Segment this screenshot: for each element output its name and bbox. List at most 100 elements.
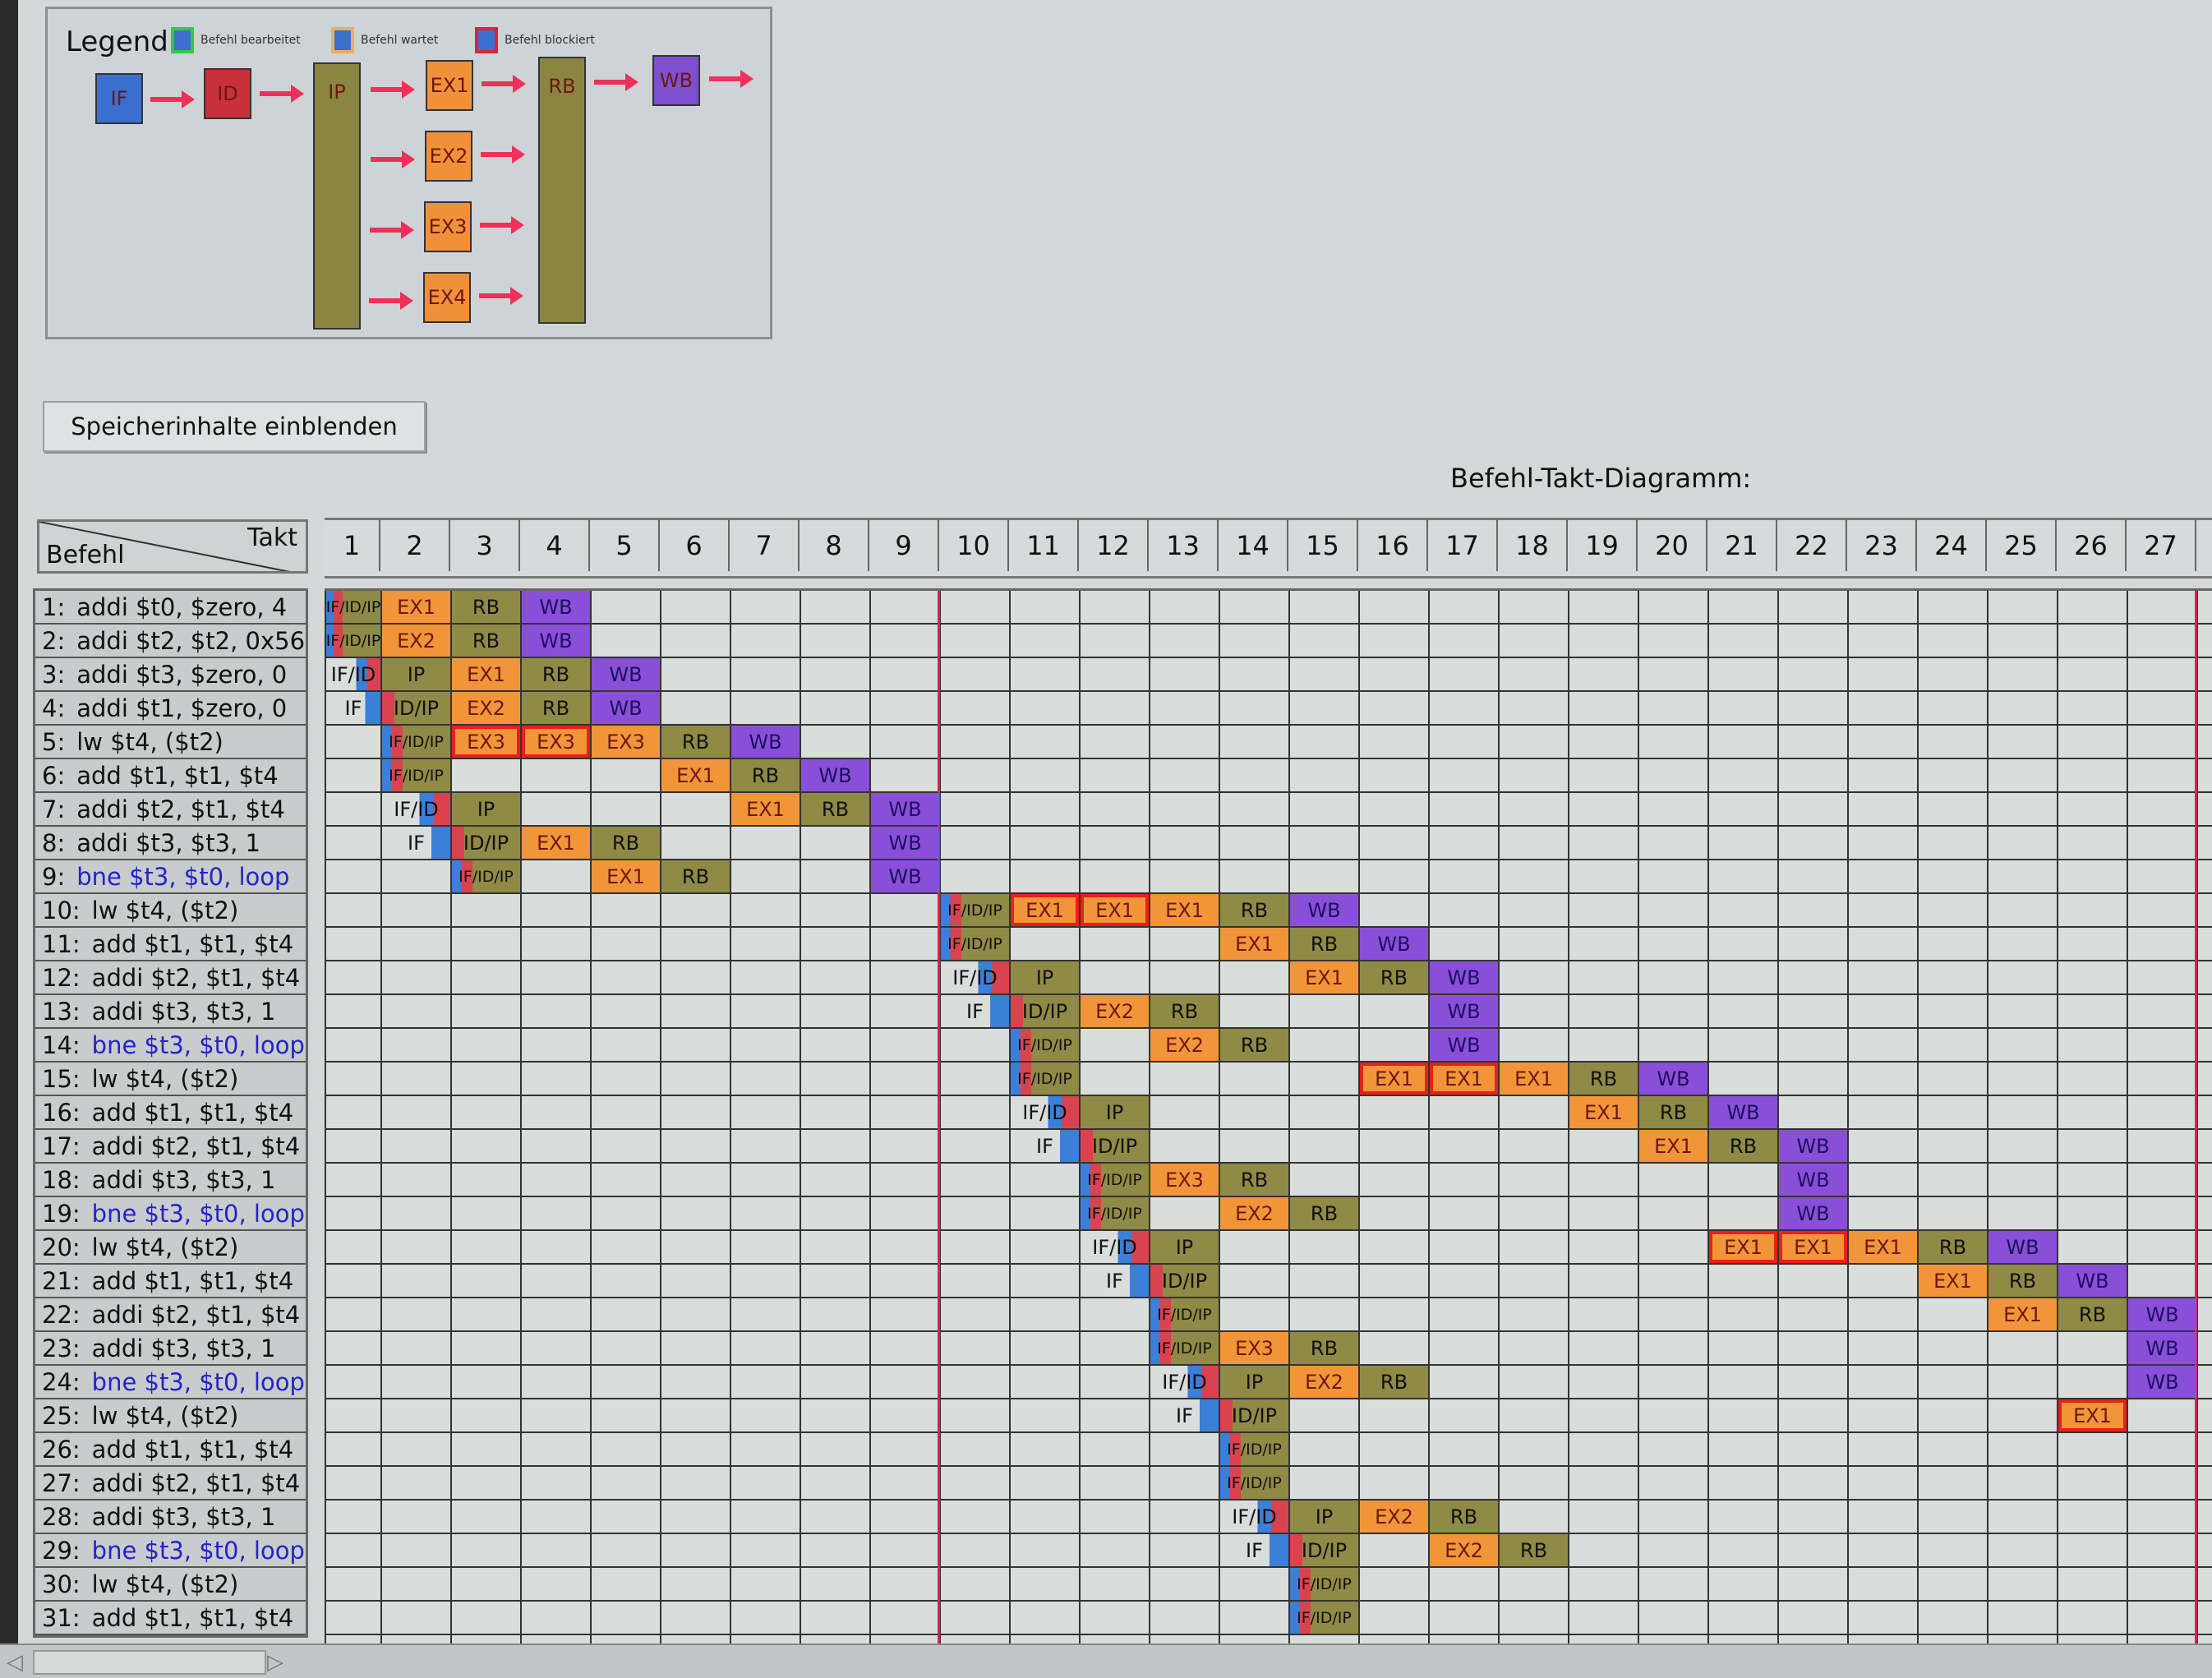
- instruction-text: addi $t2, $t2, 0x56: [76, 626, 306, 655]
- instruction-number: 25:: [42, 1401, 81, 1430]
- instruction-text: add $t1, $t1, $t4: [91, 1098, 294, 1127]
- stage-cell-if-id-ip: IF/ID/IP: [1220, 1467, 1288, 1499]
- stage-cell-id-ip: ID/IP: [452, 827, 520, 859]
- stage-cell-rb: RB: [1569, 1063, 1638, 1095]
- legend-stage-ex3: EX3: [424, 201, 472, 252]
- stage-cell-ex2: EX2: [1430, 1534, 1498, 1566]
- stage-cell-id-ip: ID/IP: [1011, 995, 1079, 1027]
- instruction-row[interactable]: 18: addi $t3, $t3, 1: [35, 1164, 306, 1197]
- instruction-row[interactable]: 8: addi $t3, $t3, 1: [35, 827, 306, 860]
- branch-instruction-text: bne $t3, $t0, loop: [91, 1030, 305, 1059]
- instruction-row[interactable]: 25: lw $t4, ($t2): [35, 1399, 306, 1433]
- grid-column-line: [1847, 591, 1849, 1651]
- instruction-row[interactable]: 29: bne $t3, $t0, loop: [35, 1534, 306, 1568]
- takt-header-20: 20: [1638, 520, 1707, 571]
- stage-cell-ex1: EX1: [452, 658, 520, 690]
- legend-stage-rb: RB: [538, 57, 586, 324]
- grid-row-line: [325, 1533, 2212, 1534]
- stage-cell-if-id-ip: IF/ID/IP: [452, 860, 520, 892]
- show-memory-button[interactable]: Speicherinhalte einblenden: [43, 401, 426, 452]
- instruction-row[interactable]: 12: addi $t2, $t1, $t4: [35, 961, 306, 995]
- arrow-icon: [371, 81, 415, 99]
- takt-header-25: 25: [1987, 520, 2057, 571]
- instruction-row[interactable]: 9: bne $t3, $t0, loop: [35, 860, 306, 894]
- instruction-row[interactable]: 13: addi $t3, $t3, 1: [35, 995, 306, 1029]
- instruction-row[interactable]: 21: add $t1, $t1, $t4: [35, 1265, 306, 1298]
- stage-cell-wb: WB: [592, 658, 660, 690]
- grid-row-line: [325, 1229, 2212, 1231]
- stage-cell-if-id-ip: IF/ID/IP: [1081, 1197, 1149, 1229]
- stage-cell-rb: RB: [1290, 1332, 1358, 1364]
- instruction-row[interactable]: 14: bne $t3, $t0, loop: [35, 1029, 306, 1063]
- stage-cell-rb: RB: [452, 591, 520, 623]
- instruction-row[interactable]: 16: add $t1, $t1, $t4: [35, 1096, 306, 1130]
- stage-cell-rb: RB: [592, 827, 660, 859]
- stage-cell-rb: RB: [1500, 1534, 1568, 1566]
- instruction-row[interactable]: 30: lw $t4, ($t2): [35, 1568, 306, 1602]
- stage-cell-ip: IP: [1011, 961, 1079, 993]
- stage-cell-rb: RB: [661, 726, 730, 758]
- instruction-row[interactable]: 2: addi $t2, $t2, 0x56: [35, 625, 306, 658]
- grid-column-line: [730, 591, 731, 1651]
- grid-row-line: [325, 1465, 2212, 1467]
- stage-cell-if: IF: [941, 995, 1009, 1027]
- grid-row-line: [325, 993, 2212, 995]
- instruction-number: 17:: [42, 1132, 81, 1160]
- legend-stage-ex1: EX1: [426, 60, 473, 111]
- instruction-row[interactable]: 26: add $t1, $t1, $t4: [35, 1433, 306, 1467]
- grid-row-line: [325, 1162, 2212, 1164]
- instruction-row[interactable]: 10: lw $t4, ($t2): [35, 894, 306, 928]
- takt-header-10: 10: [939, 520, 1009, 571]
- scroll-left-icon[interactable]: ◁: [7, 1650, 23, 1675]
- instruction-row[interactable]: 17: addi $t2, $t1, $t4: [35, 1130, 306, 1164]
- instruction-row[interactable]: 20: lw $t4, ($t2): [35, 1231, 306, 1265]
- instruction-row[interactable]: 7: addi $t2, $t1, $t4: [35, 793, 306, 827]
- instruction-row[interactable]: 24: bne $t3, $t0, loop: [35, 1366, 306, 1399]
- legend-key-blockiert: Befehl blockiert: [475, 27, 595, 53]
- instruction-number: 13:: [42, 997, 81, 1026]
- instruction-row[interactable]: 22: addi $t2, $t1, $t4: [35, 1298, 306, 1332]
- grid-row-line: [325, 724, 2212, 726]
- stage-cell-if: IF: [326, 692, 380, 724]
- grid-row-line: [325, 1196, 2212, 1197]
- horizontal-scrollbar[interactable]: ◁ ▷: [0, 1643, 2212, 1678]
- instruction-row[interactable]: 23: addi $t3, $t3, 1: [35, 1332, 306, 1366]
- instruction-row[interactable]: 6: add $t1, $t1, $t4: [35, 759, 306, 793]
- grid-column-line: [1149, 591, 1150, 1651]
- grid-row-line: [325, 859, 2212, 860]
- instruction-row[interactable]: 31: add $t1, $t1, $t4: [35, 1602, 306, 1635]
- stage-cell-ex1: EX1: [522, 827, 590, 859]
- diagonal-divider: [39, 522, 291, 571]
- instruction-row[interactable]: 1: addi $t0, $zero, 4: [35, 591, 306, 625]
- instruction-row[interactable]: 4: addi $t1, $zero, 0: [35, 692, 306, 726]
- stage-cell-ex1: EX1: [1011, 894, 1079, 926]
- stage-cell-if-id-ip: IF/ID/IP: [1150, 1298, 1219, 1330]
- scroll-right-icon[interactable]: ▷: [267, 1650, 283, 1675]
- stage-cell-wb: WB: [1430, 1029, 1498, 1061]
- grid-column-line: [2196, 591, 2198, 1651]
- grid-column-line: [1568, 591, 1569, 1651]
- instruction-row[interactable]: 3: addi $t3, $zero, 0: [35, 658, 306, 692]
- stage-cell-rb: RB: [661, 860, 730, 892]
- grid-row-line: [325, 1297, 2212, 1298]
- takt-header-16: 16: [1358, 520, 1428, 571]
- stage-cell-rb: RB: [1639, 1096, 1707, 1128]
- instruction-row[interactable]: 5: lw $t4, ($t2): [35, 726, 306, 759]
- takt-header-13: 13: [1149, 520, 1219, 571]
- instruction-row[interactable]: 15: lw $t4, ($t2): [35, 1063, 306, 1096]
- stage-cell-rb: RB: [1220, 1029, 1288, 1061]
- grid-row-line: [325, 1330, 2212, 1332]
- stage-cell-id-ip: ID/IP: [382, 692, 450, 724]
- stage-cell-if-id-ip: IF/ID/IP: [1290, 1602, 1358, 1634]
- instruction-row[interactable]: 28: addi $t3, $t3, 1: [35, 1501, 306, 1534]
- instruction-number: 29:: [42, 1536, 81, 1565]
- instruction-row[interactable]: 19: bne $t3, $t0, loop: [35, 1197, 306, 1231]
- instruction-row[interactable]: 11: add $t1, $t1, $t4: [35, 928, 306, 961]
- scrollbar-thumb[interactable]: [33, 1650, 266, 1675]
- stage-cell-if-id-ip: IF/ID/IP: [941, 928, 1009, 960]
- instruction-text: addi $t3, $zero, 0: [76, 660, 288, 689]
- grid-column-line: [325, 591, 326, 1651]
- instruction-row[interactable]: 27: addi $t2, $t1, $t4: [35, 1467, 306, 1501]
- legend-swatch: [171, 27, 194, 53]
- takt-header-11: 11: [1009, 520, 1079, 571]
